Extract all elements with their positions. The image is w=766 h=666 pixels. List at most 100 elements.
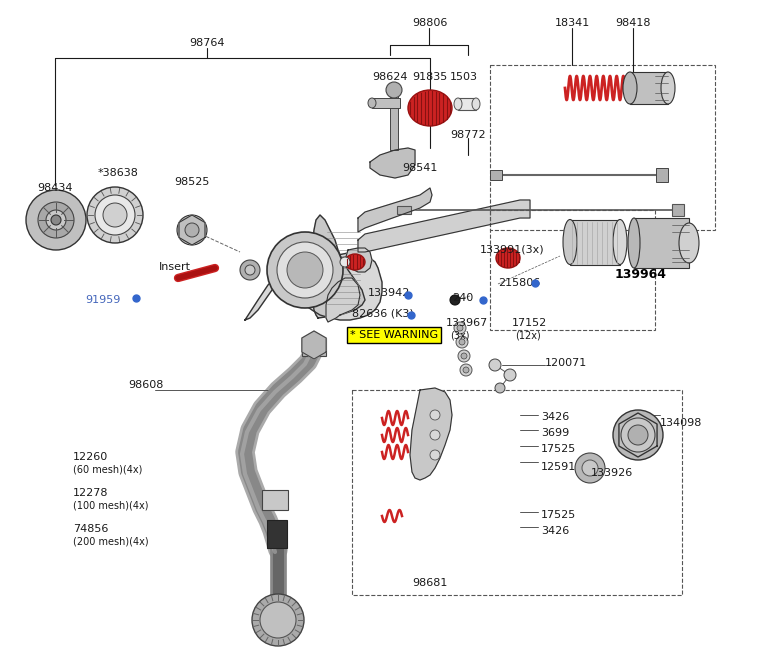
Text: 12260: 12260 <box>73 452 108 462</box>
Text: (200 mesh)(4x): (200 mesh)(4x) <box>73 536 149 546</box>
Bar <box>267 520 287 548</box>
Bar <box>656 168 668 182</box>
Circle shape <box>430 410 440 420</box>
Text: 240: 240 <box>452 293 473 303</box>
Bar <box>458 98 476 110</box>
Circle shape <box>460 364 472 376</box>
Ellipse shape <box>628 218 640 268</box>
Polygon shape <box>312 215 365 318</box>
Polygon shape <box>326 278 360 322</box>
Text: 17152: 17152 <box>512 318 547 328</box>
Circle shape <box>456 336 468 348</box>
Text: 98772: 98772 <box>450 130 486 140</box>
Polygon shape <box>302 331 326 359</box>
Polygon shape <box>245 253 382 320</box>
Bar <box>372 98 400 108</box>
Bar <box>302 338 326 356</box>
Circle shape <box>103 203 127 227</box>
Circle shape <box>240 260 260 280</box>
Circle shape <box>463 367 469 373</box>
Bar <box>490 170 502 180</box>
Ellipse shape <box>563 220 577 264</box>
Bar <box>630 72 668 104</box>
Bar <box>634 218 689 268</box>
Text: 98806: 98806 <box>412 18 447 28</box>
Text: (60 mesh)(4x): (60 mesh)(4x) <box>73 464 142 474</box>
Circle shape <box>386 82 402 98</box>
Text: 120071: 120071 <box>545 358 588 368</box>
Text: 3426: 3426 <box>541 412 569 422</box>
Ellipse shape <box>679 223 699 263</box>
Text: 12278: 12278 <box>73 488 109 498</box>
Circle shape <box>267 232 343 308</box>
Polygon shape <box>370 148 415 178</box>
Circle shape <box>489 359 501 371</box>
Ellipse shape <box>408 90 452 126</box>
Polygon shape <box>345 248 372 272</box>
Text: 98624: 98624 <box>372 72 408 82</box>
Bar <box>390 95 398 150</box>
Bar <box>672 204 684 216</box>
Circle shape <box>454 322 466 334</box>
Text: Insert: Insert <box>159 262 191 272</box>
Circle shape <box>628 425 648 445</box>
Text: 17525: 17525 <box>541 444 576 454</box>
Polygon shape <box>358 200 530 252</box>
Text: 133967: 133967 <box>446 318 488 328</box>
Circle shape <box>277 242 333 298</box>
Text: 98434: 98434 <box>38 183 73 193</box>
Circle shape <box>87 187 143 243</box>
Circle shape <box>177 215 207 245</box>
Circle shape <box>430 450 440 460</box>
Polygon shape <box>179 215 205 245</box>
Text: 3699: 3699 <box>541 428 569 438</box>
Text: 82636 (K3): 82636 (K3) <box>352 308 414 318</box>
Circle shape <box>575 453 605 483</box>
Text: 98681: 98681 <box>412 578 447 588</box>
Circle shape <box>582 460 598 476</box>
Circle shape <box>495 383 505 393</box>
Circle shape <box>461 353 467 359</box>
Polygon shape <box>410 388 452 480</box>
Bar <box>490 210 655 330</box>
Ellipse shape <box>472 98 480 110</box>
Circle shape <box>245 265 255 275</box>
Ellipse shape <box>623 72 637 104</box>
Text: 98525: 98525 <box>175 177 210 187</box>
Ellipse shape <box>368 98 376 108</box>
Circle shape <box>287 252 323 288</box>
Text: 98541: 98541 <box>402 163 437 173</box>
Circle shape <box>26 190 86 250</box>
Circle shape <box>459 339 465 345</box>
Text: 134098: 134098 <box>660 418 702 428</box>
Text: 98418: 98418 <box>615 18 651 28</box>
Circle shape <box>458 350 470 362</box>
Bar <box>262 490 288 510</box>
Text: 12591: 12591 <box>541 462 576 472</box>
Text: (3x): (3x) <box>450 330 470 340</box>
Circle shape <box>457 325 463 331</box>
Bar <box>490 65 715 230</box>
Polygon shape <box>619 413 657 457</box>
Polygon shape <box>358 188 432 232</box>
Circle shape <box>450 295 460 305</box>
Circle shape <box>430 430 440 440</box>
Circle shape <box>504 369 516 381</box>
Text: 3426: 3426 <box>541 526 569 536</box>
Circle shape <box>95 195 135 235</box>
Text: 18341: 18341 <box>555 18 590 28</box>
Text: 133942: 133942 <box>368 288 411 298</box>
Text: 98764: 98764 <box>189 38 224 48</box>
Text: 91959: 91959 <box>85 295 121 305</box>
Text: * SEE WARNING: * SEE WARNING <box>350 330 438 340</box>
Ellipse shape <box>345 254 365 270</box>
Text: 17525: 17525 <box>541 510 576 520</box>
Circle shape <box>38 202 74 238</box>
Text: 74856: 74856 <box>73 524 108 534</box>
Text: 139964: 139964 <box>615 268 667 281</box>
Bar <box>352 390 682 595</box>
Circle shape <box>252 594 304 646</box>
Circle shape <box>621 418 655 452</box>
Bar <box>570 220 620 265</box>
Text: *38638: *38638 <box>97 168 139 178</box>
